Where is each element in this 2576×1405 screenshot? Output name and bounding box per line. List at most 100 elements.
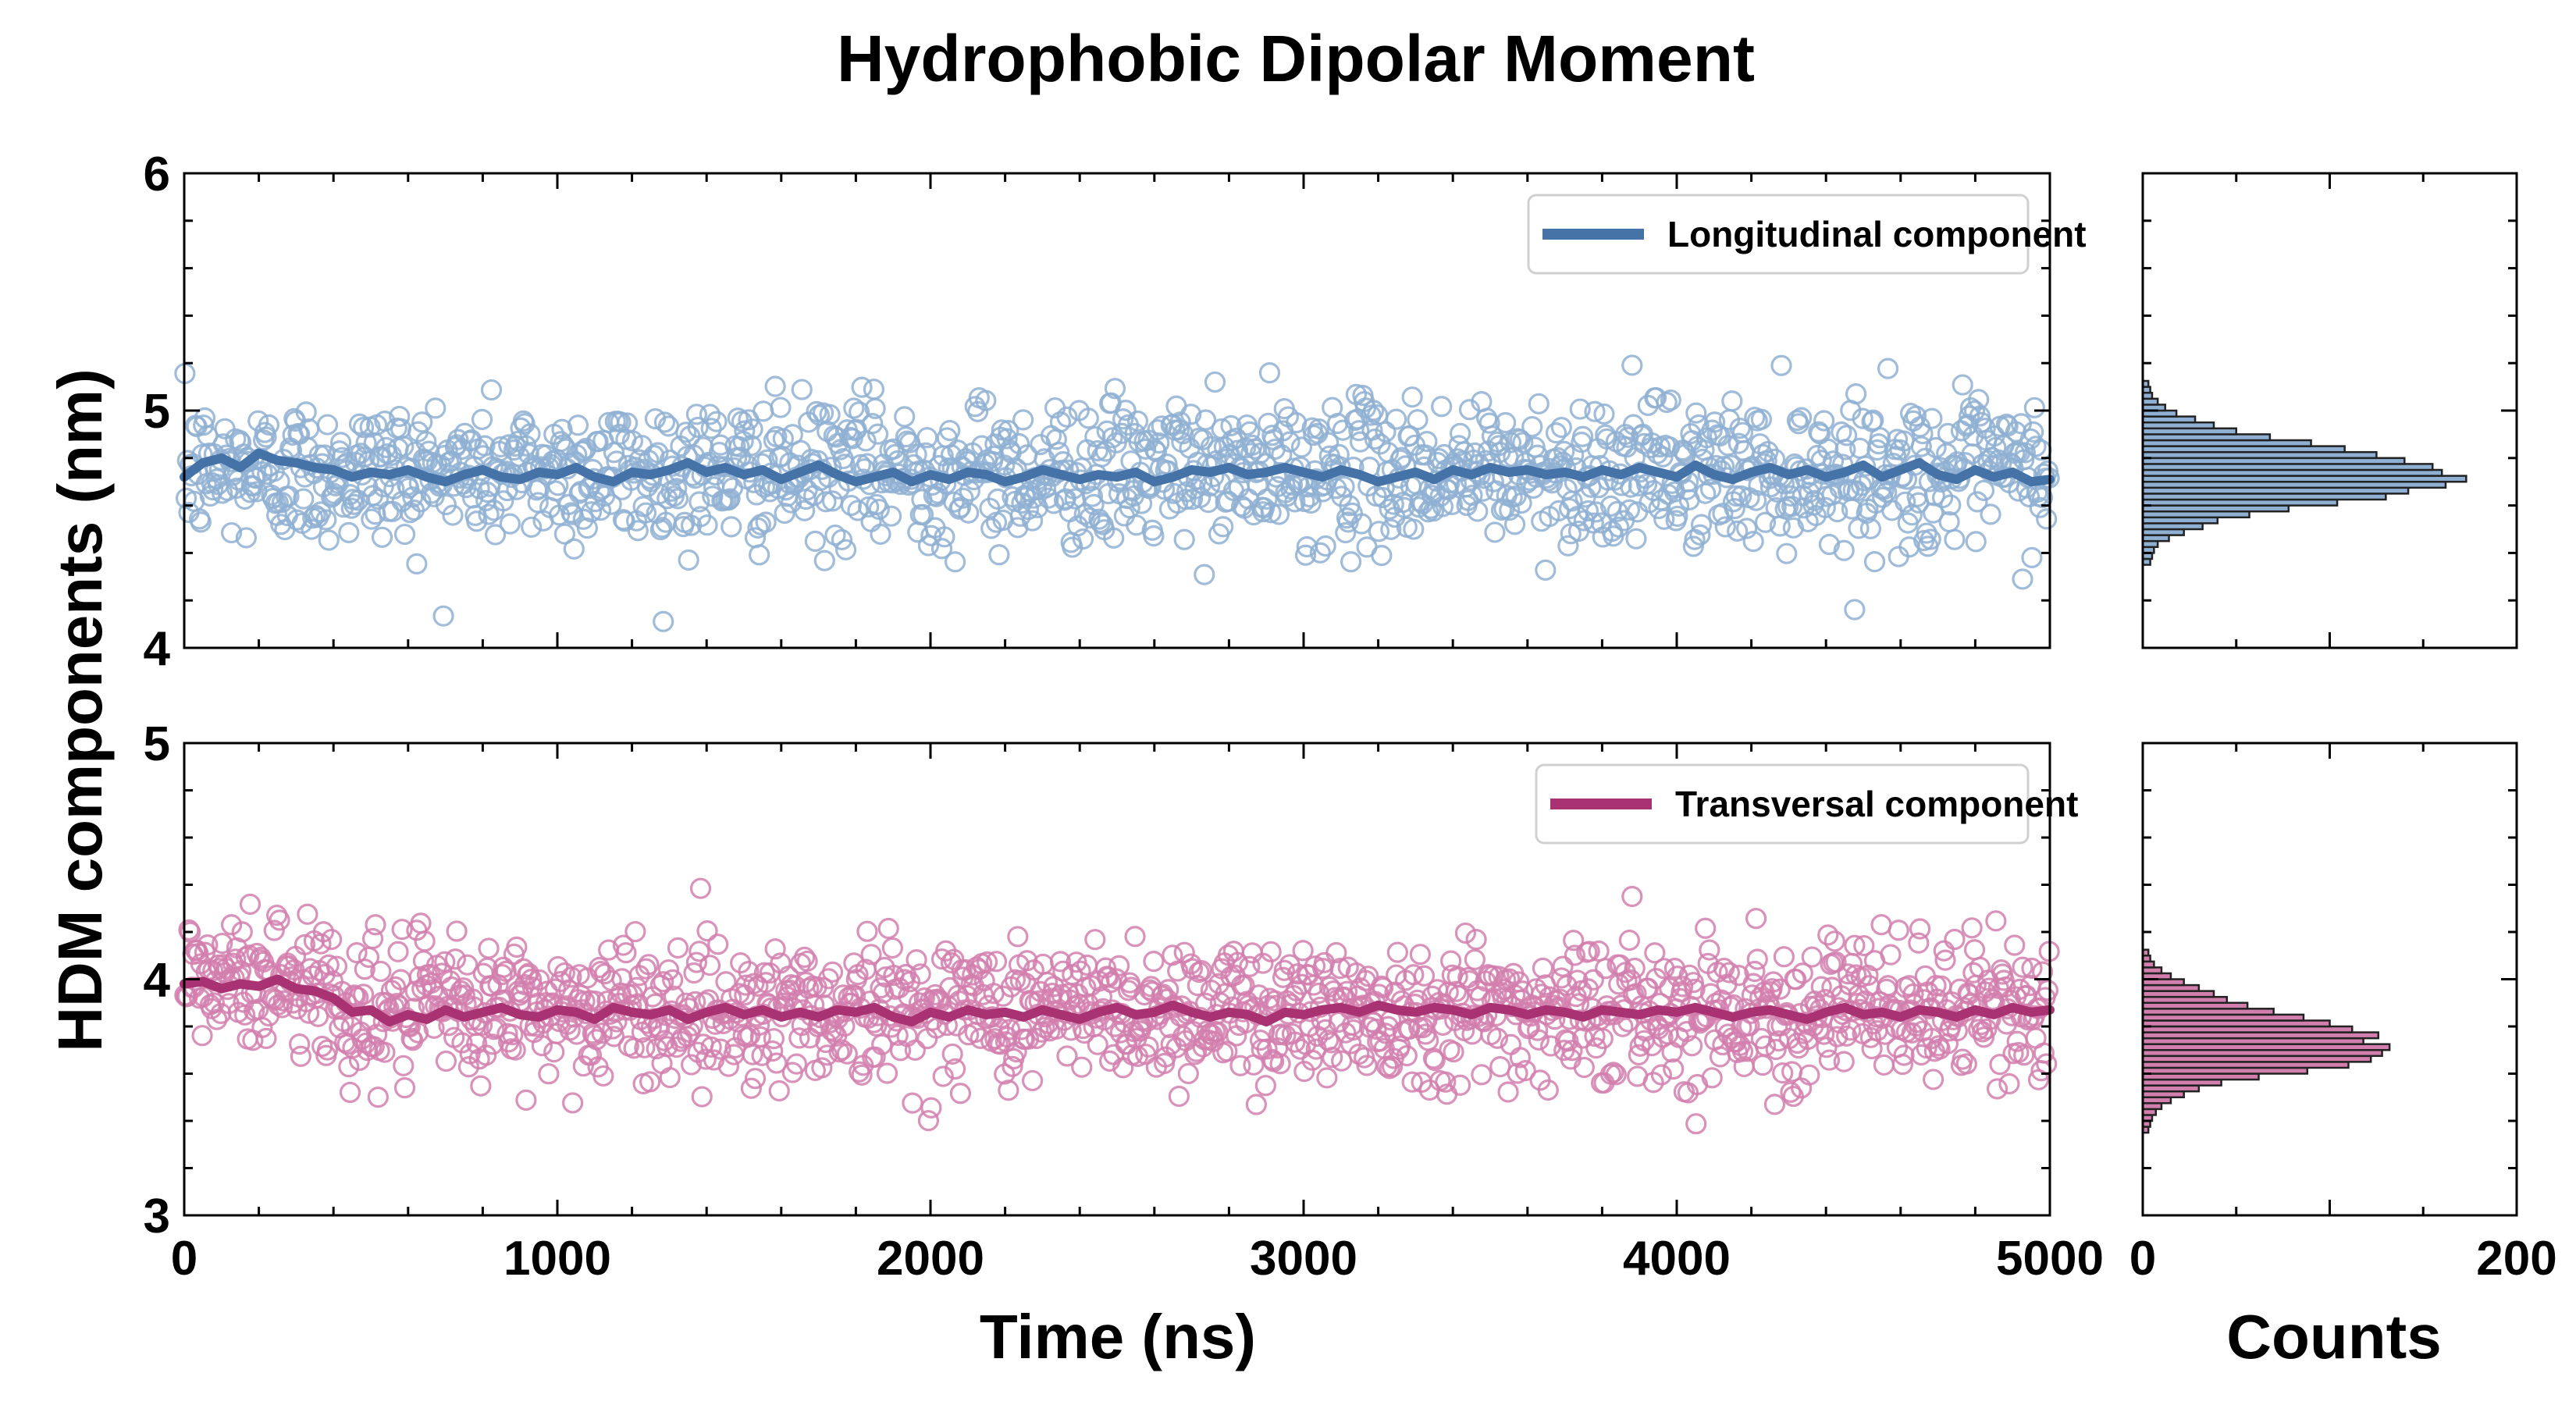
data-point xyxy=(1772,1062,1794,1084)
data-point xyxy=(1817,438,1839,460)
data-point xyxy=(1407,409,1429,431)
data-point xyxy=(1290,436,1313,458)
data-point xyxy=(221,914,243,936)
data-point xyxy=(864,1046,886,1068)
data-point xyxy=(1300,492,1322,514)
data-point xyxy=(1937,422,1959,445)
data-point xyxy=(1660,389,1681,411)
data-point xyxy=(434,951,456,973)
data-point xyxy=(1873,1054,1895,1076)
data-point xyxy=(909,963,931,985)
data-point xyxy=(1791,962,1813,984)
data-point xyxy=(817,1044,838,1066)
data-point xyxy=(1258,362,1281,384)
data-point xyxy=(2012,956,2033,978)
data-point xyxy=(1043,493,1065,514)
data-point xyxy=(1002,1055,1023,1077)
data-point xyxy=(1818,1049,1841,1071)
data-point xyxy=(1083,493,1105,515)
data-point xyxy=(1888,919,1909,941)
data-point xyxy=(1902,983,1924,1005)
data-point xyxy=(1834,439,1856,461)
data-point xyxy=(696,920,718,942)
data-point xyxy=(1642,1072,1664,1094)
data-point xyxy=(635,958,657,980)
data-point xyxy=(1744,960,1766,983)
data-point xyxy=(1844,599,1866,621)
data-point xyxy=(502,1024,524,1046)
data-point xyxy=(1241,434,1263,457)
x-tick-label: 0 xyxy=(171,1232,197,1286)
data-point xyxy=(740,1077,762,1099)
data-point xyxy=(1386,941,1408,963)
data-point xyxy=(282,992,304,1014)
data-point xyxy=(920,1097,942,1119)
data-point xyxy=(762,1040,784,1062)
data-point xyxy=(906,949,927,971)
data-point xyxy=(353,984,375,1005)
data-point xyxy=(391,919,413,941)
data-point xyxy=(1465,929,1487,951)
data-point xyxy=(1173,528,1195,550)
data-point xyxy=(1503,514,1526,535)
data-point xyxy=(821,961,844,983)
data-point xyxy=(1944,928,1966,951)
data-point xyxy=(1413,965,1436,987)
data-point xyxy=(1403,964,1425,986)
legend: Transversal component xyxy=(1535,763,2078,845)
data-point xyxy=(361,508,382,530)
data-point xyxy=(1763,971,1784,993)
data-point xyxy=(831,528,853,551)
data-point xyxy=(316,414,339,436)
data-point xyxy=(687,416,709,439)
data-point xyxy=(1750,408,1773,430)
data-point xyxy=(820,1019,842,1041)
data-point xyxy=(659,1066,681,1089)
data-point xyxy=(1521,415,1543,438)
data-point xyxy=(1684,978,1706,1000)
data-point xyxy=(1104,378,1126,400)
data-point xyxy=(1432,1014,1453,1036)
data-point xyxy=(1709,1046,1731,1068)
data-point xyxy=(1563,930,1585,951)
data-point xyxy=(1403,518,1425,540)
data-point xyxy=(1241,942,1263,964)
data-point xyxy=(289,1033,311,1055)
data-point xyxy=(1056,1045,1078,1067)
data-point xyxy=(700,1036,722,1058)
data-point xyxy=(662,969,684,991)
data-point xyxy=(1701,1067,1723,1089)
data-point xyxy=(255,426,277,448)
x-tick-label: 5000 xyxy=(1996,1232,2104,1286)
data-point xyxy=(688,491,710,513)
data-point xyxy=(1409,944,1431,966)
data-point xyxy=(1810,450,1832,471)
data-point xyxy=(1126,410,1149,432)
data-point xyxy=(1625,528,1647,550)
data-point xyxy=(1721,390,1743,412)
data-point xyxy=(856,920,878,942)
data-point xyxy=(591,1022,613,1044)
data-point xyxy=(1827,501,1848,523)
data-point xyxy=(399,502,421,524)
data-point xyxy=(1386,408,1407,430)
data-point xyxy=(471,408,493,430)
data-point xyxy=(346,942,368,964)
data-point xyxy=(499,513,521,535)
data-point xyxy=(1714,516,1736,538)
data-point xyxy=(1172,1025,1194,1048)
data-point xyxy=(393,436,415,457)
data-point xyxy=(515,1089,537,1111)
data-point xyxy=(2004,934,2026,956)
data-point xyxy=(1169,411,1191,433)
data-point xyxy=(271,492,294,514)
data-point xyxy=(1279,431,1300,453)
data-point xyxy=(370,960,392,983)
axes-frame xyxy=(2141,172,2518,649)
data-point xyxy=(1618,499,1640,521)
data-point xyxy=(367,1086,389,1108)
data-point xyxy=(1260,941,1282,962)
data-point xyxy=(393,523,416,546)
data-point xyxy=(755,511,777,533)
